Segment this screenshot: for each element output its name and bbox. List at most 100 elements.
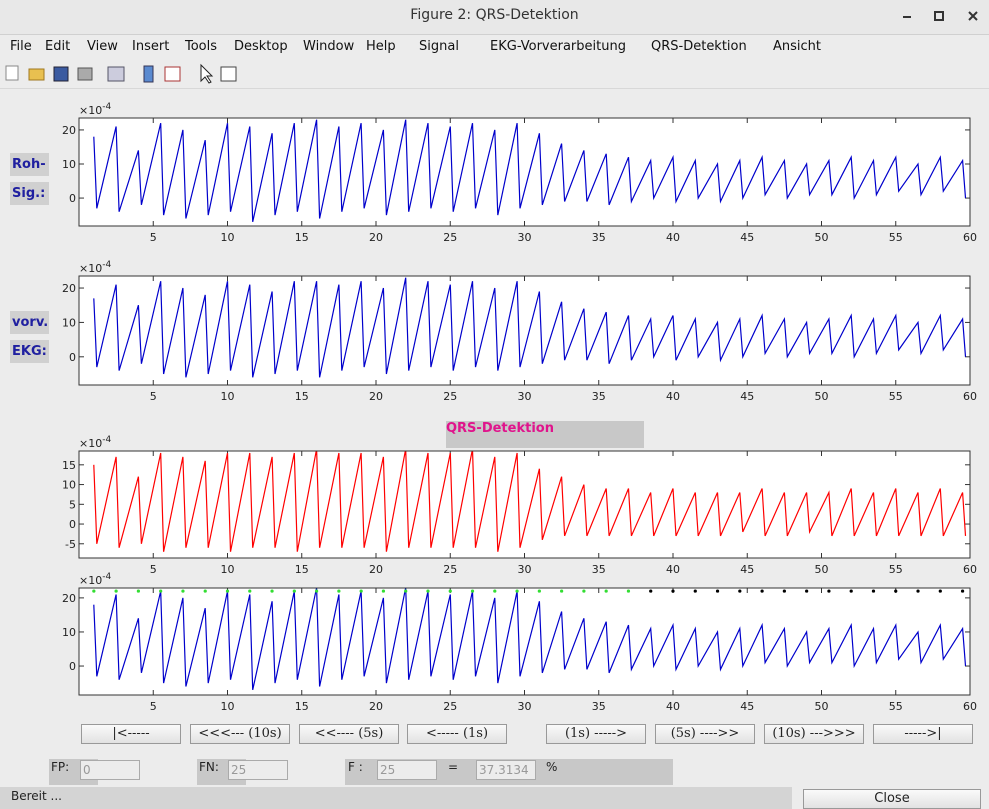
y-tick-label: -5 bbox=[65, 538, 76, 551]
x-tick-label: 30 bbox=[518, 231, 532, 244]
menu-item[interactable]: Signal bbox=[419, 39, 459, 54]
x-tick-label: 55 bbox=[889, 231, 903, 244]
detection-marker bbox=[382, 589, 385, 592]
fn-label: FN: bbox=[199, 760, 219, 774]
detection-marker bbox=[961, 589, 964, 592]
y-tick-label: 15 bbox=[62, 459, 76, 472]
detection-marker bbox=[716, 589, 719, 592]
x-tick-label: 50 bbox=[815, 563, 829, 576]
menu-item[interactable]: Edit bbox=[45, 39, 70, 54]
detection-marker bbox=[872, 589, 875, 592]
menu-item[interactable]: Help bbox=[366, 39, 396, 54]
x-tick-label: 35 bbox=[592, 390, 606, 403]
x-tick-label: 60 bbox=[963, 390, 977, 403]
detection-marker bbox=[471, 589, 474, 592]
x-tick-label: 15 bbox=[295, 231, 309, 244]
fp-field[interactable]: 0 bbox=[80, 760, 140, 780]
x-tick-label: 15 bbox=[295, 563, 309, 576]
nav-button[interactable]: (1s) -----> bbox=[546, 724, 646, 744]
detection-marker bbox=[605, 589, 608, 592]
menu-item[interactable]: Desktop bbox=[234, 39, 288, 54]
menu-item[interactable]: Insert bbox=[132, 39, 169, 54]
detection-marker bbox=[404, 589, 407, 592]
axes-background bbox=[79, 588, 970, 695]
x-tick-label: 45 bbox=[740, 700, 754, 713]
detection-marker bbox=[337, 589, 340, 592]
menu-item[interactable]: QRS-Detektion bbox=[651, 39, 747, 54]
menu-item[interactable]: Tools bbox=[185, 39, 217, 54]
percent-sign: % bbox=[546, 760, 557, 774]
detection-marker bbox=[694, 589, 697, 592]
x-tick-label: 25 bbox=[443, 390, 457, 403]
detection-marker bbox=[783, 589, 786, 592]
menu-item[interactable]: File bbox=[10, 39, 32, 54]
nav-button[interactable]: (10s) --->>> bbox=[764, 724, 864, 744]
nav-button[interactable]: <<<--- (10s) bbox=[190, 724, 290, 744]
x-tick-label: 55 bbox=[889, 390, 903, 403]
x-tick-label: 50 bbox=[815, 390, 829, 403]
detection-marker bbox=[582, 589, 585, 592]
y-tick-label: 20 bbox=[62, 592, 76, 605]
y-tick-label: 20 bbox=[62, 282, 76, 295]
x-tick-label: 15 bbox=[295, 700, 309, 713]
x-tick-label: 50 bbox=[815, 700, 829, 713]
axis-multiplier: ×10-4 bbox=[79, 572, 111, 587]
detection-marker bbox=[515, 589, 518, 592]
menu-item[interactable]: View bbox=[87, 39, 118, 54]
status-bar bbox=[0, 787, 792, 809]
multiplier-base: ×10 bbox=[79, 574, 102, 587]
f-field[interactable]: 25 bbox=[377, 760, 437, 780]
detection-marker bbox=[270, 589, 273, 592]
menu-item[interactable]: Window bbox=[303, 39, 354, 54]
detection-marker bbox=[916, 589, 919, 592]
fn-field[interactable]: 25 bbox=[228, 760, 288, 780]
nav-button[interactable]: <----- (1s) bbox=[407, 724, 507, 744]
x-tick-label: 30 bbox=[518, 563, 532, 576]
nav-button[interactable]: ----->| bbox=[873, 724, 973, 744]
multiplier-base: ×10 bbox=[79, 262, 102, 275]
axes-background bbox=[79, 276, 970, 385]
detection-marker bbox=[649, 589, 652, 592]
x-tick-label: 5 bbox=[150, 563, 157, 576]
detection-marker bbox=[181, 589, 184, 592]
ratio-field[interactable]: 37.3134 bbox=[476, 760, 536, 780]
y-tick-label: 0 bbox=[69, 518, 76, 531]
x-tick-label: 15 bbox=[295, 390, 309, 403]
x-tick-label: 20 bbox=[369, 700, 383, 713]
nav-button[interactable]: (5s) ---->> bbox=[655, 724, 755, 744]
nav-button[interactable]: <<---- (5s) bbox=[299, 724, 399, 744]
detection-marker bbox=[137, 589, 140, 592]
close-button[interactable]: Close bbox=[803, 789, 981, 809]
detection-marker bbox=[248, 589, 251, 592]
x-tick-label: 25 bbox=[443, 231, 457, 244]
x-tick-label: 20 bbox=[369, 231, 383, 244]
y-tick-label: 0 bbox=[69, 351, 76, 364]
x-tick-label: 35 bbox=[592, 563, 606, 576]
x-tick-label: 5 bbox=[150, 700, 157, 713]
menu-item[interactable]: EKG-Vorverarbeitung bbox=[490, 39, 626, 54]
equals-sign: = bbox=[448, 760, 458, 774]
multiplier-exponent: -4 bbox=[102, 102, 111, 112]
detection-marker bbox=[939, 589, 942, 592]
x-tick-label: 10 bbox=[221, 563, 235, 576]
multiplier-exponent: -4 bbox=[102, 260, 111, 270]
y-tick-label: 10 bbox=[62, 626, 76, 639]
menu-item[interactable]: Ansicht bbox=[773, 39, 821, 54]
detection-marker bbox=[360, 589, 363, 592]
x-tick-label: 10 bbox=[221, 390, 235, 403]
axis-multiplier: ×10-4 bbox=[79, 260, 111, 275]
x-tick-label: 5 bbox=[150, 231, 157, 244]
detection-marker bbox=[805, 589, 808, 592]
y-tick-label: 20 bbox=[62, 124, 76, 137]
detection-marker bbox=[671, 589, 674, 592]
x-tick-label: 40 bbox=[666, 700, 680, 713]
x-tick-label: 25 bbox=[443, 700, 457, 713]
x-tick-label: 40 bbox=[666, 390, 680, 403]
y-tick-label: 10 bbox=[62, 316, 76, 329]
axis-multiplier: ×10-4 bbox=[79, 102, 111, 117]
x-tick-label: 45 bbox=[740, 563, 754, 576]
x-tick-label: 60 bbox=[963, 231, 977, 244]
nav-button[interactable]: |<----- bbox=[81, 724, 181, 744]
detection-marker bbox=[92, 589, 95, 592]
x-tick-label: 40 bbox=[666, 231, 680, 244]
